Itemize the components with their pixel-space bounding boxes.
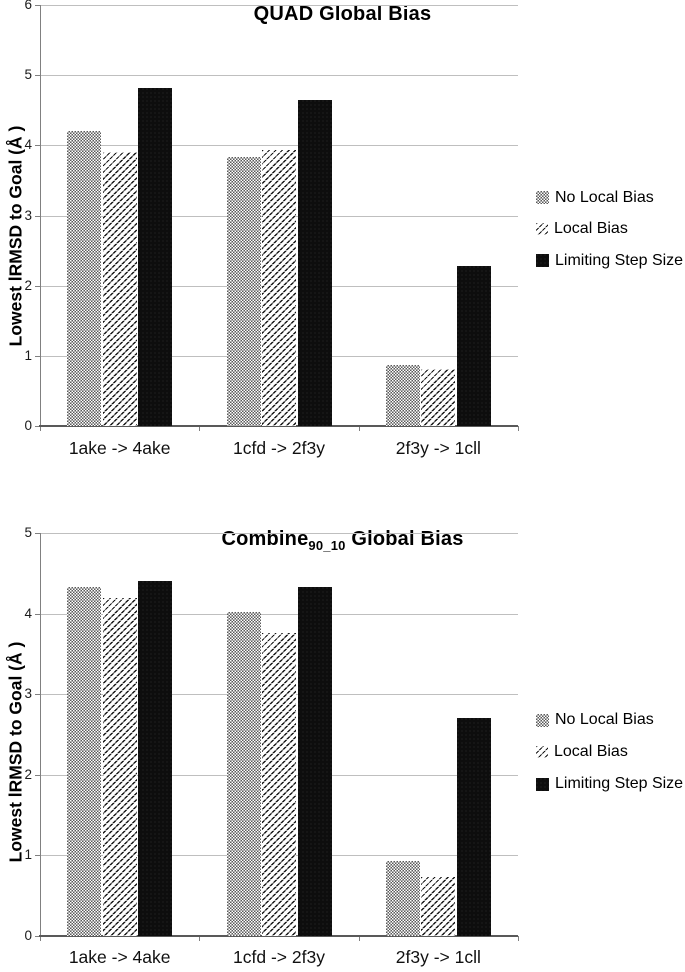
y-tick-label: 2: [24, 277, 32, 293]
y-tick-label: 3: [24, 686, 32, 702]
y-axis-tick: [35, 426, 40, 427]
y-tick-label: 3: [24, 207, 32, 223]
x-axis-line: [39, 425, 518, 427]
bar-solid-group2: [297, 587, 332, 936]
bar-checker-group2: [226, 157, 261, 426]
legend-label: Local Bias: [554, 220, 628, 238]
legend-row-hatch: Local Bias: [536, 736, 683, 768]
y-axis-tick: [35, 613, 40, 615]
chart-title: QUAD Global Bias: [0, 3, 685, 28]
y-tick-label: 5: [24, 67, 32, 83]
legend-marker-checker-icon: [536, 713, 549, 727]
bar-hatch-group3: [421, 877, 456, 936]
y-axis-tick: [35, 355, 40, 357]
legend-marker-hatch-icon: [536, 746, 548, 758]
chart-title: Combine90_10 Global Bias: [0, 528, 685, 553]
bar-hatch-group1: [102, 598, 137, 936]
bar-hatch-group1: [102, 152, 137, 426]
bar-checker-group2: [226, 611, 261, 936]
legend-label: Local Bias: [554, 743, 628, 760]
x-axis-tick: [199, 426, 201, 431]
chart-title-rest: Global Bias: [345, 528, 464, 550]
y-tick-label: 1: [24, 347, 32, 363]
y-axis-tick: [35, 145, 40, 147]
y-axis-tick: [35, 855, 40, 857]
y-tick-label: 0: [24, 928, 32, 943]
bar-checker-group1: [67, 587, 102, 936]
y-axis-line: [40, 5, 41, 426]
y-axis-label: Lowest lRMSD to Goal (Å ): [5, 641, 26, 863]
x-axis-tick: [358, 426, 360, 431]
bar-hatch-group2: [262, 632, 296, 936]
y-axis-tick: [35, 75, 40, 77]
bar-solid-group3: [456, 266, 491, 426]
x-axis-tick: [518, 936, 519, 941]
chart-title-main: QUAD: [253, 3, 314, 25]
bar-solid-group3: [456, 718, 491, 936]
x-category-label: 1cfd -> 2f3y: [233, 947, 325, 967]
bar-hatch-group3: [421, 369, 456, 426]
legend-label: Limiting Step Size: [555, 251, 684, 269]
bar-checker-group3: [385, 861, 420, 936]
legend-label: Limiting Step Size: [555, 775, 684, 792]
y-axis-tick: [35, 215, 40, 217]
y-axis-tick: [35, 694, 40, 696]
y-tick-label: 4: [24, 137, 32, 153]
x-category-label: 1ake -> 4ake: [68, 947, 171, 967]
legend: No Local Bias Local Bias Limiting Step Siz…: [536, 704, 683, 800]
x-axis-tick: [358, 936, 360, 941]
chart-title-main: Combine: [221, 528, 309, 550]
gridline: [40, 145, 518, 147]
x-axis-tick: [40, 936, 41, 941]
legend-label: No Local Bias: [555, 188, 654, 206]
y-axis-tick: [35, 533, 40, 534]
legend-row-checker: No Local Bias: [536, 704, 683, 736]
y-tick-label: 0: [24, 418, 32, 433]
x-axis-tick: [199, 936, 201, 941]
x-category-label: 2f3y -> 1cll: [395, 947, 481, 967]
chart-title-rest: Global Bias: [313, 3, 432, 25]
x-axis-line: [39, 935, 518, 937]
y-tick-label: 2: [24, 766, 32, 782]
bar-solid-group1: [138, 581, 173, 936]
legend-marker-solid-icon: [536, 254, 549, 268]
bar-hatch-group2: [262, 150, 296, 426]
x-category-label: 1cfd -> 2f3y: [233, 438, 325, 458]
x-axis-tick: [518, 426, 519, 431]
gridline: [40, 533, 518, 534]
bar-checker-group3: [385, 364, 420, 426]
legend-row-solid: Limiting Step Size: [536, 768, 683, 800]
bar-checker-group1: [67, 131, 102, 426]
legend: No Local Bias Local Bias Limiting Step Siz…: [536, 182, 683, 277]
y-axis-tick: [35, 285, 40, 287]
y-axis-line: [40, 533, 41, 936]
legend-marker-hatch-icon: [536, 223, 548, 236]
y-axis-tick: [35, 5, 40, 6]
legend-row-checker: No Local Bias: [536, 182, 683, 214]
y-axis-tick: [35, 774, 40, 776]
y-tick-label: 1: [24, 847, 32, 863]
bar-solid-group2: [297, 99, 332, 426]
legend-marker-solid-icon: [536, 777, 549, 791]
x-axis-tick: [40, 426, 41, 431]
y-axis-tick: [35, 936, 40, 937]
gridline: [40, 75, 518, 77]
gridline: [40, 613, 518, 615]
x-category-label: 1ake -> 4ake: [68, 438, 171, 458]
legend-label: No Local Bias: [555, 711, 654, 728]
gridline: [40, 5, 518, 6]
y-tick-label: 6: [24, 0, 32, 12]
x-category-label: 2f3y -> 1cll: [395, 438, 481, 458]
chart-title-subscript: 90_10: [308, 538, 346, 553]
legend-row-hatch: Local Bias: [536, 214, 683, 246]
legend-row-solid: Limiting Step Size: [536, 245, 683, 277]
y-tick-label: 5: [24, 525, 32, 540]
bar-solid-group1: [138, 87, 173, 426]
y-tick-label: 4: [24, 605, 32, 621]
legend-marker-checker-icon: [536, 191, 549, 205]
